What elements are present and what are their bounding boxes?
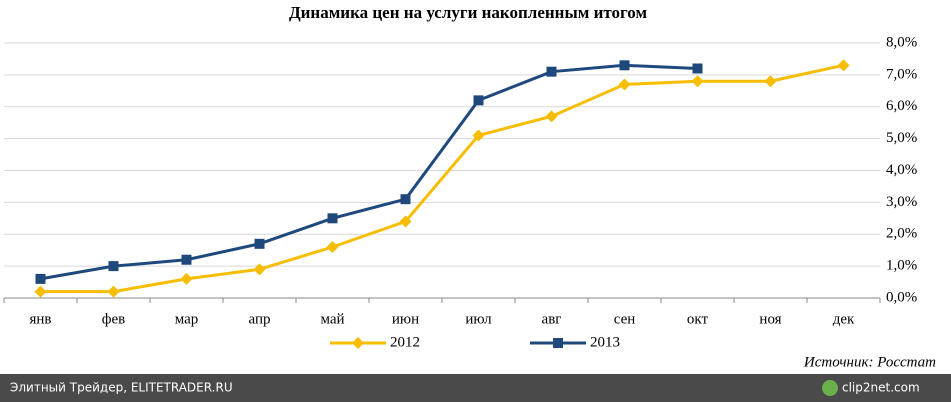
x-tick-label: май [320, 311, 344, 327]
marker [327, 213, 338, 224]
y-tick-label: 0,0% [886, 289, 917, 305]
x-tick-label: окт [687, 311, 709, 327]
marker [180, 272, 193, 285]
y-tick-label: 6,0% [886, 98, 917, 114]
footer-bar [0, 374, 951, 402]
x-tick-label: мар [175, 311, 199, 327]
legend-label: 2012 [390, 334, 420, 350]
x-tick-label: авг [542, 311, 562, 327]
x-tick-label: ноя [759, 311, 781, 327]
chart-title: Динамика цен на услуги накопленным итого… [289, 3, 648, 22]
x-tick-label: сен [614, 311, 636, 327]
logo-icon [822, 380, 838, 396]
y-tick-label: 5,0% [886, 130, 917, 146]
y-tick-label: 3,0% [886, 194, 917, 210]
marker [352, 337, 364, 349]
marker [546, 66, 557, 77]
marker [34, 285, 47, 298]
marker [473, 95, 484, 106]
marker [472, 129, 485, 142]
marker [253, 263, 266, 276]
y-tick-label: 4,0% [886, 162, 917, 178]
marker [691, 75, 704, 88]
source: Источник: Росстат [803, 354, 936, 370]
marker [619, 60, 630, 71]
y-tick-label: 1,0% [886, 258, 917, 274]
marker [108, 261, 119, 272]
marker [618, 78, 631, 91]
marker [553, 338, 563, 348]
x-tick-label: янв [29, 311, 51, 327]
y-tick-label: 2,0% [886, 226, 917, 242]
x-tick-label: апр [249, 311, 271, 327]
series-line [40, 63, 844, 294]
logo-text: clip2net.com [842, 381, 920, 395]
marker [254, 238, 265, 249]
series-line [40, 63, 698, 281]
x-tick-label: фев [102, 311, 125, 327]
marker [399, 215, 412, 228]
marker [181, 254, 192, 265]
marker [837, 59, 850, 72]
x-tick-label: июн [392, 311, 419, 327]
x-tick-label: дек [833, 311, 855, 327]
marker [107, 285, 120, 298]
marker [545, 110, 558, 123]
marker [692, 63, 703, 74]
marker [326, 241, 339, 253]
marker [400, 194, 411, 205]
legend-label: 2013 [590, 334, 620, 350]
marker [764, 75, 777, 88]
y-tick-label: 8,0% [886, 34, 917, 50]
y-tick-label: 7,0% [886, 66, 917, 82]
marker [35, 273, 46, 284]
footer-text: Элитный Трейдер, ELITETRADER.RU [10, 381, 233, 395]
x-tick-label: июл [465, 311, 492, 327]
